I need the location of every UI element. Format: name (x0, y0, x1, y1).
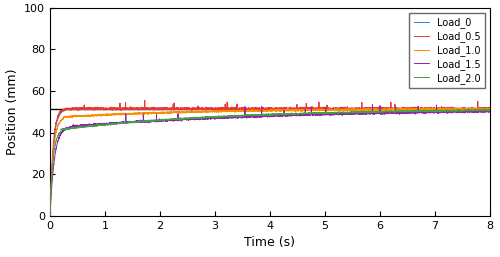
Load_1.5 (47, 214, 53, 217)
Load_0 (128, 106, 134, 109)
Load_1.0 (232, 110, 238, 113)
Load_0.5 (487, 106, 493, 109)
Load_1.5 (452, 109, 458, 113)
Load_0 (232, 107, 238, 110)
Load_1.0 (236, 109, 242, 112)
Load_1.0 (256, 109, 262, 112)
Load_2.0 (487, 109, 493, 112)
Load_0.5 (47, 214, 53, 217)
Load_1.5 (474, 110, 480, 113)
Load_2.0 (47, 214, 53, 217)
Load_0 (487, 107, 493, 110)
Load_0 (236, 107, 242, 110)
Load_0 (366, 107, 372, 110)
Load_0.5 (452, 107, 458, 110)
Load_0 (474, 107, 480, 110)
Load_0.5 (474, 107, 480, 110)
Load_2.0 (487, 108, 493, 111)
Legend: Load_0, Load_0.5, Load_1.0, Load_1.5, Load_2.0: Load_0, Load_0.5, Load_1.0, Load_1.5, Lo… (410, 13, 485, 88)
Load_1.0 (484, 106, 490, 109)
Load_1.5 (256, 114, 262, 117)
Load_0 (452, 108, 458, 111)
Line: Load_1.5: Load_1.5 (50, 105, 490, 215)
Load_0.5 (366, 108, 372, 111)
Load_2.0 (366, 110, 372, 113)
Load_1.0 (366, 108, 372, 111)
Y-axis label: Position (mm): Position (mm) (6, 69, 18, 155)
Load_2.0 (474, 109, 480, 112)
Load_1.5 (366, 112, 372, 115)
Load_0.5 (142, 99, 148, 102)
Load_1.0 (487, 107, 493, 110)
Load_1.5 (236, 116, 242, 120)
Load_1.0 (474, 108, 480, 111)
Line: Load_2.0: Load_2.0 (50, 109, 490, 216)
Load_2.0 (256, 113, 262, 116)
Load_1.5 (370, 103, 376, 106)
Load_0.5 (256, 108, 262, 111)
Load_2.0 (452, 109, 458, 112)
Load_1.5 (487, 109, 493, 113)
Load_2.0 (232, 115, 238, 118)
Load_1.0 (47, 214, 53, 217)
Load_0 (256, 107, 262, 110)
Load_0.5 (236, 107, 242, 111)
Load_0 (47, 214, 53, 217)
Load_0.5 (232, 107, 238, 110)
Load_2.0 (236, 115, 242, 118)
Load_1.5 (232, 116, 238, 119)
Line: Load_1.0: Load_1.0 (50, 108, 490, 216)
X-axis label: Time (s): Time (s) (244, 236, 296, 249)
Line: Load_0.5: Load_0.5 (50, 100, 490, 216)
Load_1.0 (452, 108, 458, 111)
Line: Load_0: Load_0 (50, 108, 490, 216)
